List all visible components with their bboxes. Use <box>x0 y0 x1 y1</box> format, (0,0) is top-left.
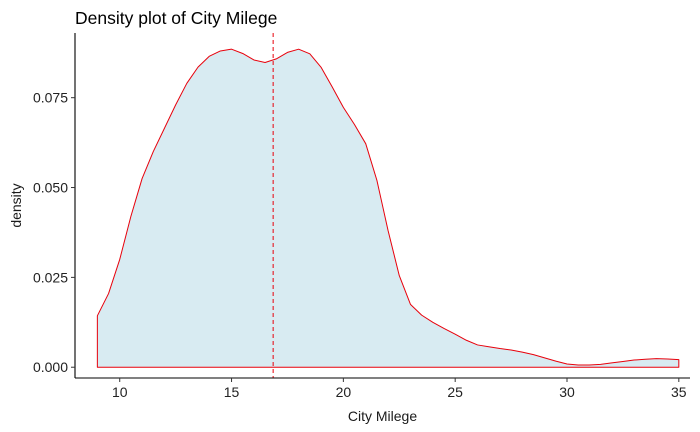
x-tick-label: 10 <box>112 384 128 400</box>
x-tick-label: 25 <box>447 384 463 400</box>
y-tick-label: 0.000 <box>33 359 68 375</box>
x-tick-label: 20 <box>336 384 352 400</box>
x-axis-label: City Milege <box>348 408 417 424</box>
y-tick-label: 0.075 <box>33 90 68 106</box>
y-axis-ticks: 0.000 0.025 0.050 0.075 <box>33 90 75 375</box>
x-tick-label: 30 <box>559 384 575 400</box>
x-axis-ticks: 10 15 20 25 30 35 <box>112 378 687 400</box>
density-area <box>96 48 680 368</box>
chart-title: Density plot of City Milege <box>75 8 277 28</box>
y-tick-label: 0.050 <box>33 180 68 196</box>
y-tick-label: 0.025 <box>33 269 68 285</box>
x-tick-label: 15 <box>224 384 240 400</box>
y-axis-label: density <box>8 183 24 227</box>
plot-area <box>96 33 680 378</box>
x-tick-label: 35 <box>671 384 687 400</box>
